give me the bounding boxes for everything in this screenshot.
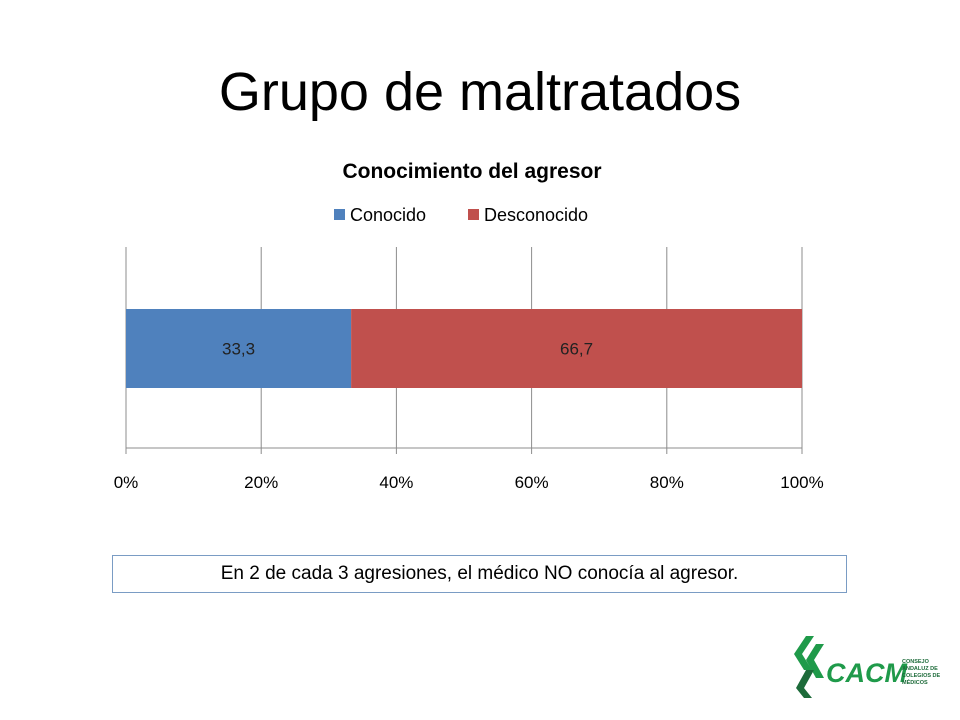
chart-legend: Conocido Desconocido	[334, 205, 588, 225]
x-tick-label: 20%	[244, 473, 278, 492]
logo-subtitle-2: ANDALUZ DE	[902, 666, 938, 672]
legend-label-conocido: Conocido	[350, 205, 426, 225]
legend-swatch-conocido	[334, 209, 345, 220]
x-axis-ticks: 0% 20% 40% 60% 80% 100%	[114, 473, 824, 492]
x-tick-label: 0%	[114, 473, 139, 492]
bar-conocido	[126, 309, 352, 388]
logo-subtitle-3: COLEGIOS DE	[902, 673, 941, 679]
conclusion-text: En 2 de cada 3 agresiones, el médico NO …	[220, 563, 739, 584]
x-tick-label: 80%	[650, 473, 684, 492]
x-tick-label: 40%	[379, 473, 413, 492]
x-tick-label: 100%	[780, 473, 823, 492]
chart-title: Conocimiento del agresor	[342, 160, 601, 183]
logo-chevrons-icon	[794, 636, 824, 698]
logo-subtitle-1: CONSEJO	[902, 659, 930, 665]
conclusion-note: En 2 de cada 3 agresiones, el médico NO …	[112, 555, 847, 593]
stacked-bar-chart: Conocimiento del agresor Conocido Descono…	[114, 160, 824, 492]
bar-desconocido	[351, 309, 802, 388]
x-tick-label: 60%	[515, 473, 549, 492]
legend-label-desconocido: Desconocido	[484, 205, 588, 225]
slide-title: Grupo de maltratados	[218, 62, 742, 122]
legend-swatch-desconocido	[468, 209, 479, 220]
data-label-conocido: 33,3	[222, 340, 255, 359]
data-label-desconocido: 66,7	[560, 340, 593, 359]
logo-text: CACM	[826, 658, 907, 688]
logo-subtitle-4: MÉDICOS	[902, 678, 928, 686]
chart-bars: 33,3 66,7	[126, 309, 802, 388]
cacm-logo: CACM CONSEJO ANDALUZ DE COLEGIOS DE MÉDI…	[794, 636, 941, 698]
